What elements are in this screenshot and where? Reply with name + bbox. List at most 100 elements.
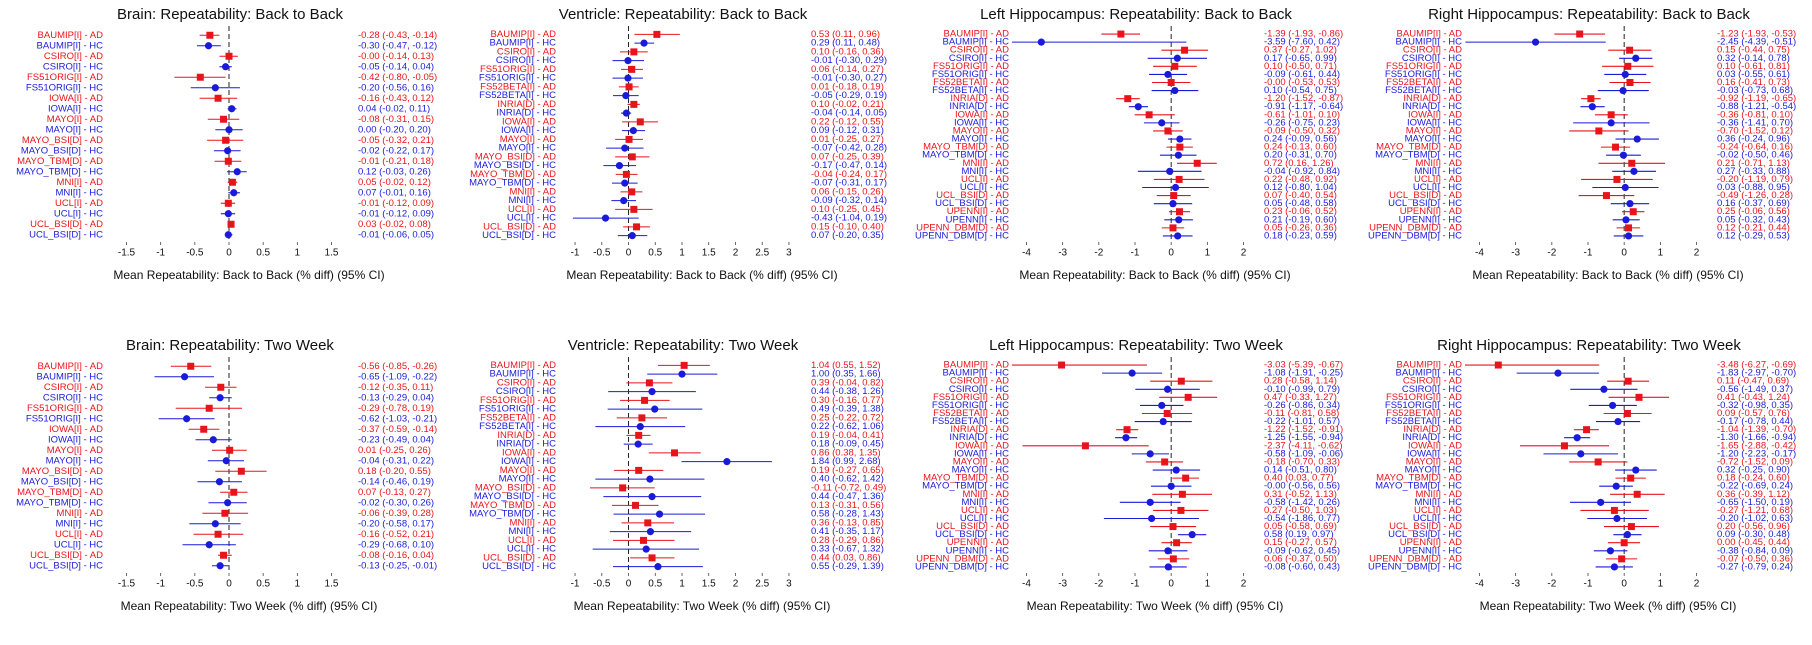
value-label: 0.15 (-0.10, 0.40)	[811, 221, 884, 232]
estimate-hc	[1146, 450, 1154, 458]
row-label: FS52BETA[I] - HC	[932, 416, 1009, 427]
row-label: IOWA[I] - HC	[1407, 448, 1462, 459]
row-label: INRIA[D] - AD	[497, 99, 556, 110]
x-tick-label: -1	[571, 248, 580, 259]
value-label: -0.88 (-1.21, -0.54)	[1717, 101, 1796, 112]
value-label: 0.44 (0.03, 0.86)	[811, 552, 881, 563]
x-tick-label: -4	[1475, 248, 1484, 259]
estimate-hc	[233, 168, 241, 176]
value-label: 0.58 (0.19, 0.97)	[1264, 529, 1334, 540]
row-label: UPENN_DBM[D] - AD	[916, 553, 1009, 564]
value-label: 0.18 (-0.23, 0.59)	[1264, 230, 1337, 241]
value-label: -0.04 (-0.31, 0.22)	[358, 455, 434, 466]
estimate-ad	[1123, 426, 1131, 434]
value-label: -0.00 (-0.56, 0.56)	[1264, 481, 1340, 492]
estimate-ad	[1618, 555, 1626, 563]
estimate-ad	[1182, 474, 1190, 482]
x-tick-label: -2	[1094, 248, 1103, 259]
estimate-ad	[1560, 442, 1568, 450]
x-tick-label: -0.5	[593, 579, 611, 590]
value-label: -0.09 (-0.62, 0.45)	[1264, 545, 1340, 556]
row-label: INRIA[D] - HC	[496, 108, 556, 119]
row-label: MAYO[I] - HC	[46, 124, 103, 135]
value-label: -0.16 (-0.43, 0.12)	[358, 93, 434, 104]
x-tick-label: 0	[626, 579, 632, 590]
value-label: -0.05 (-0.14, 0.04)	[358, 61, 434, 72]
value-label: -0.08 (-0.31, 0.15)	[358, 114, 434, 125]
estimate-ad	[630, 205, 638, 213]
row-label: UCL[I] - AD	[55, 529, 103, 540]
labels: BAUMIP[I] - AD -0.56 (-0.85, -0.26) BAUMIP…	[16, 361, 437, 572]
value-label: 0.09 (-0.30, 0.48)	[1717, 529, 1790, 540]
value-label: 0.05 (-0.58, 0.69)	[1264, 521, 1337, 532]
estimate-hc	[1167, 482, 1175, 490]
row-label: BAUMIP[I] - HC	[942, 368, 1009, 379]
x-tick-label: 1.5	[702, 248, 716, 259]
row-label: IOWA[I] - AD	[1408, 440, 1462, 451]
estimate-hc	[211, 84, 219, 92]
estimate-hc	[642, 545, 650, 553]
row-label: UCL_BSI[D] - AD	[483, 552, 556, 563]
x-tick-label: 3	[786, 579, 792, 590]
row-label: MAYO_BSI[D] - HC	[21, 476, 103, 487]
estimate-ad	[196, 73, 204, 81]
row-label: CSIRO[I] - AD	[497, 46, 556, 57]
row-label: IOWA[I] - HC	[501, 125, 556, 136]
value-label: 0.47 (-0.33, 1.27)	[1264, 392, 1337, 403]
value-label: 0.40 (-0.62, 1.42)	[811, 474, 884, 485]
estimate-ad	[631, 501, 639, 509]
row-label: FS52BETA[I] - AD	[480, 412, 556, 423]
estimate-ad	[1620, 539, 1628, 547]
row-label: MNI[I] - AD	[57, 177, 104, 188]
x-axis-label: Mean Repeatability: Two Week (% diff) (9…	[574, 599, 831, 613]
value-label: 0.20 (-0.31, 0.70)	[1264, 150, 1337, 161]
estimate-ad	[1169, 555, 1177, 563]
row-label: CSIRO[I] - HC	[43, 61, 103, 72]
estimate-hc	[183, 415, 191, 423]
row-label: MAYO[I] - AD	[47, 114, 103, 125]
estimate-hc	[224, 499, 232, 507]
row-label: MAYO[I] - AD	[47, 445, 103, 456]
row-label: BAUMIP[I] - HC	[489, 38, 556, 49]
panel-title: Ventricle: Repeatability: Back to Back	[559, 6, 808, 23]
estimate-ad	[1178, 490, 1186, 498]
value-label: -0.28 (-0.43, -0.14)	[358, 30, 437, 41]
estimate-ad	[187, 362, 195, 370]
x-tick-label: 2	[1241, 248, 1247, 259]
row-label: IOWA[I] - AD	[955, 440, 1009, 451]
row-label: MAYO[I] - HC	[952, 134, 1009, 145]
row-label: FS51ORIG[I] - HC	[479, 404, 556, 415]
row-label: IOWA[I] - AD	[502, 116, 556, 127]
estimate-ad	[227, 220, 235, 228]
estimate-ad	[1628, 159, 1636, 167]
estimate-ad	[1161, 458, 1169, 466]
value-label: -0.11 (-0.72, 0.49)	[811, 482, 886, 493]
value-label: 0.49 (-0.39, 1.38)	[811, 404, 884, 415]
x-tick-label: 0.5	[256, 579, 270, 590]
value-label: 0.18 (-0.09, 0.45)	[811, 439, 884, 450]
value-label: 0.40 (0.03, 0.77)	[1264, 473, 1334, 484]
labels: BAUMIP[I] - AD -0.28 (-0.43, -0.14) BAUMIP…	[16, 30, 437, 241]
x-tick-label: 1	[295, 579, 301, 590]
value-label: 0.06 (-0.37, 0.50)	[1264, 553, 1337, 564]
estimate-hc	[1174, 151, 1183, 159]
row-label: CSIRO[I] - HC	[496, 386, 556, 397]
labels: BAUMIP[I] - AD 0.53 (0.11, 0.96) BAUMIP[I]…	[469, 29, 887, 241]
x-tick-label: -3	[1511, 579, 1520, 590]
row-label: FS52BETA[I] - AD	[1386, 77, 1462, 88]
value-label: 1.00 (0.35, 1.66)	[811, 369, 881, 380]
value-label: -0.12 (-0.35, 0.11)	[358, 382, 433, 393]
estimate-hc	[215, 478, 224, 486]
estimate-ad	[636, 118, 644, 126]
estimate-hc	[1531, 38, 1540, 46]
value-label: -0.09 (-0.32, 0.14)	[811, 195, 887, 206]
estimate-hc	[723, 458, 731, 466]
estimate-hc	[678, 370, 686, 378]
value-label: -0.20 (-0.58, 0.17)	[358, 518, 434, 529]
row-label: MNI[I] - AD	[57, 508, 104, 519]
value-label: -0.09 (-0.50, 0.32)	[1264, 125, 1340, 136]
x-tick-label: -1	[156, 248, 165, 259]
estimate-hc	[1623, 531, 1632, 539]
estimate-ad	[645, 379, 653, 387]
estimate-ad	[1171, 62, 1179, 70]
